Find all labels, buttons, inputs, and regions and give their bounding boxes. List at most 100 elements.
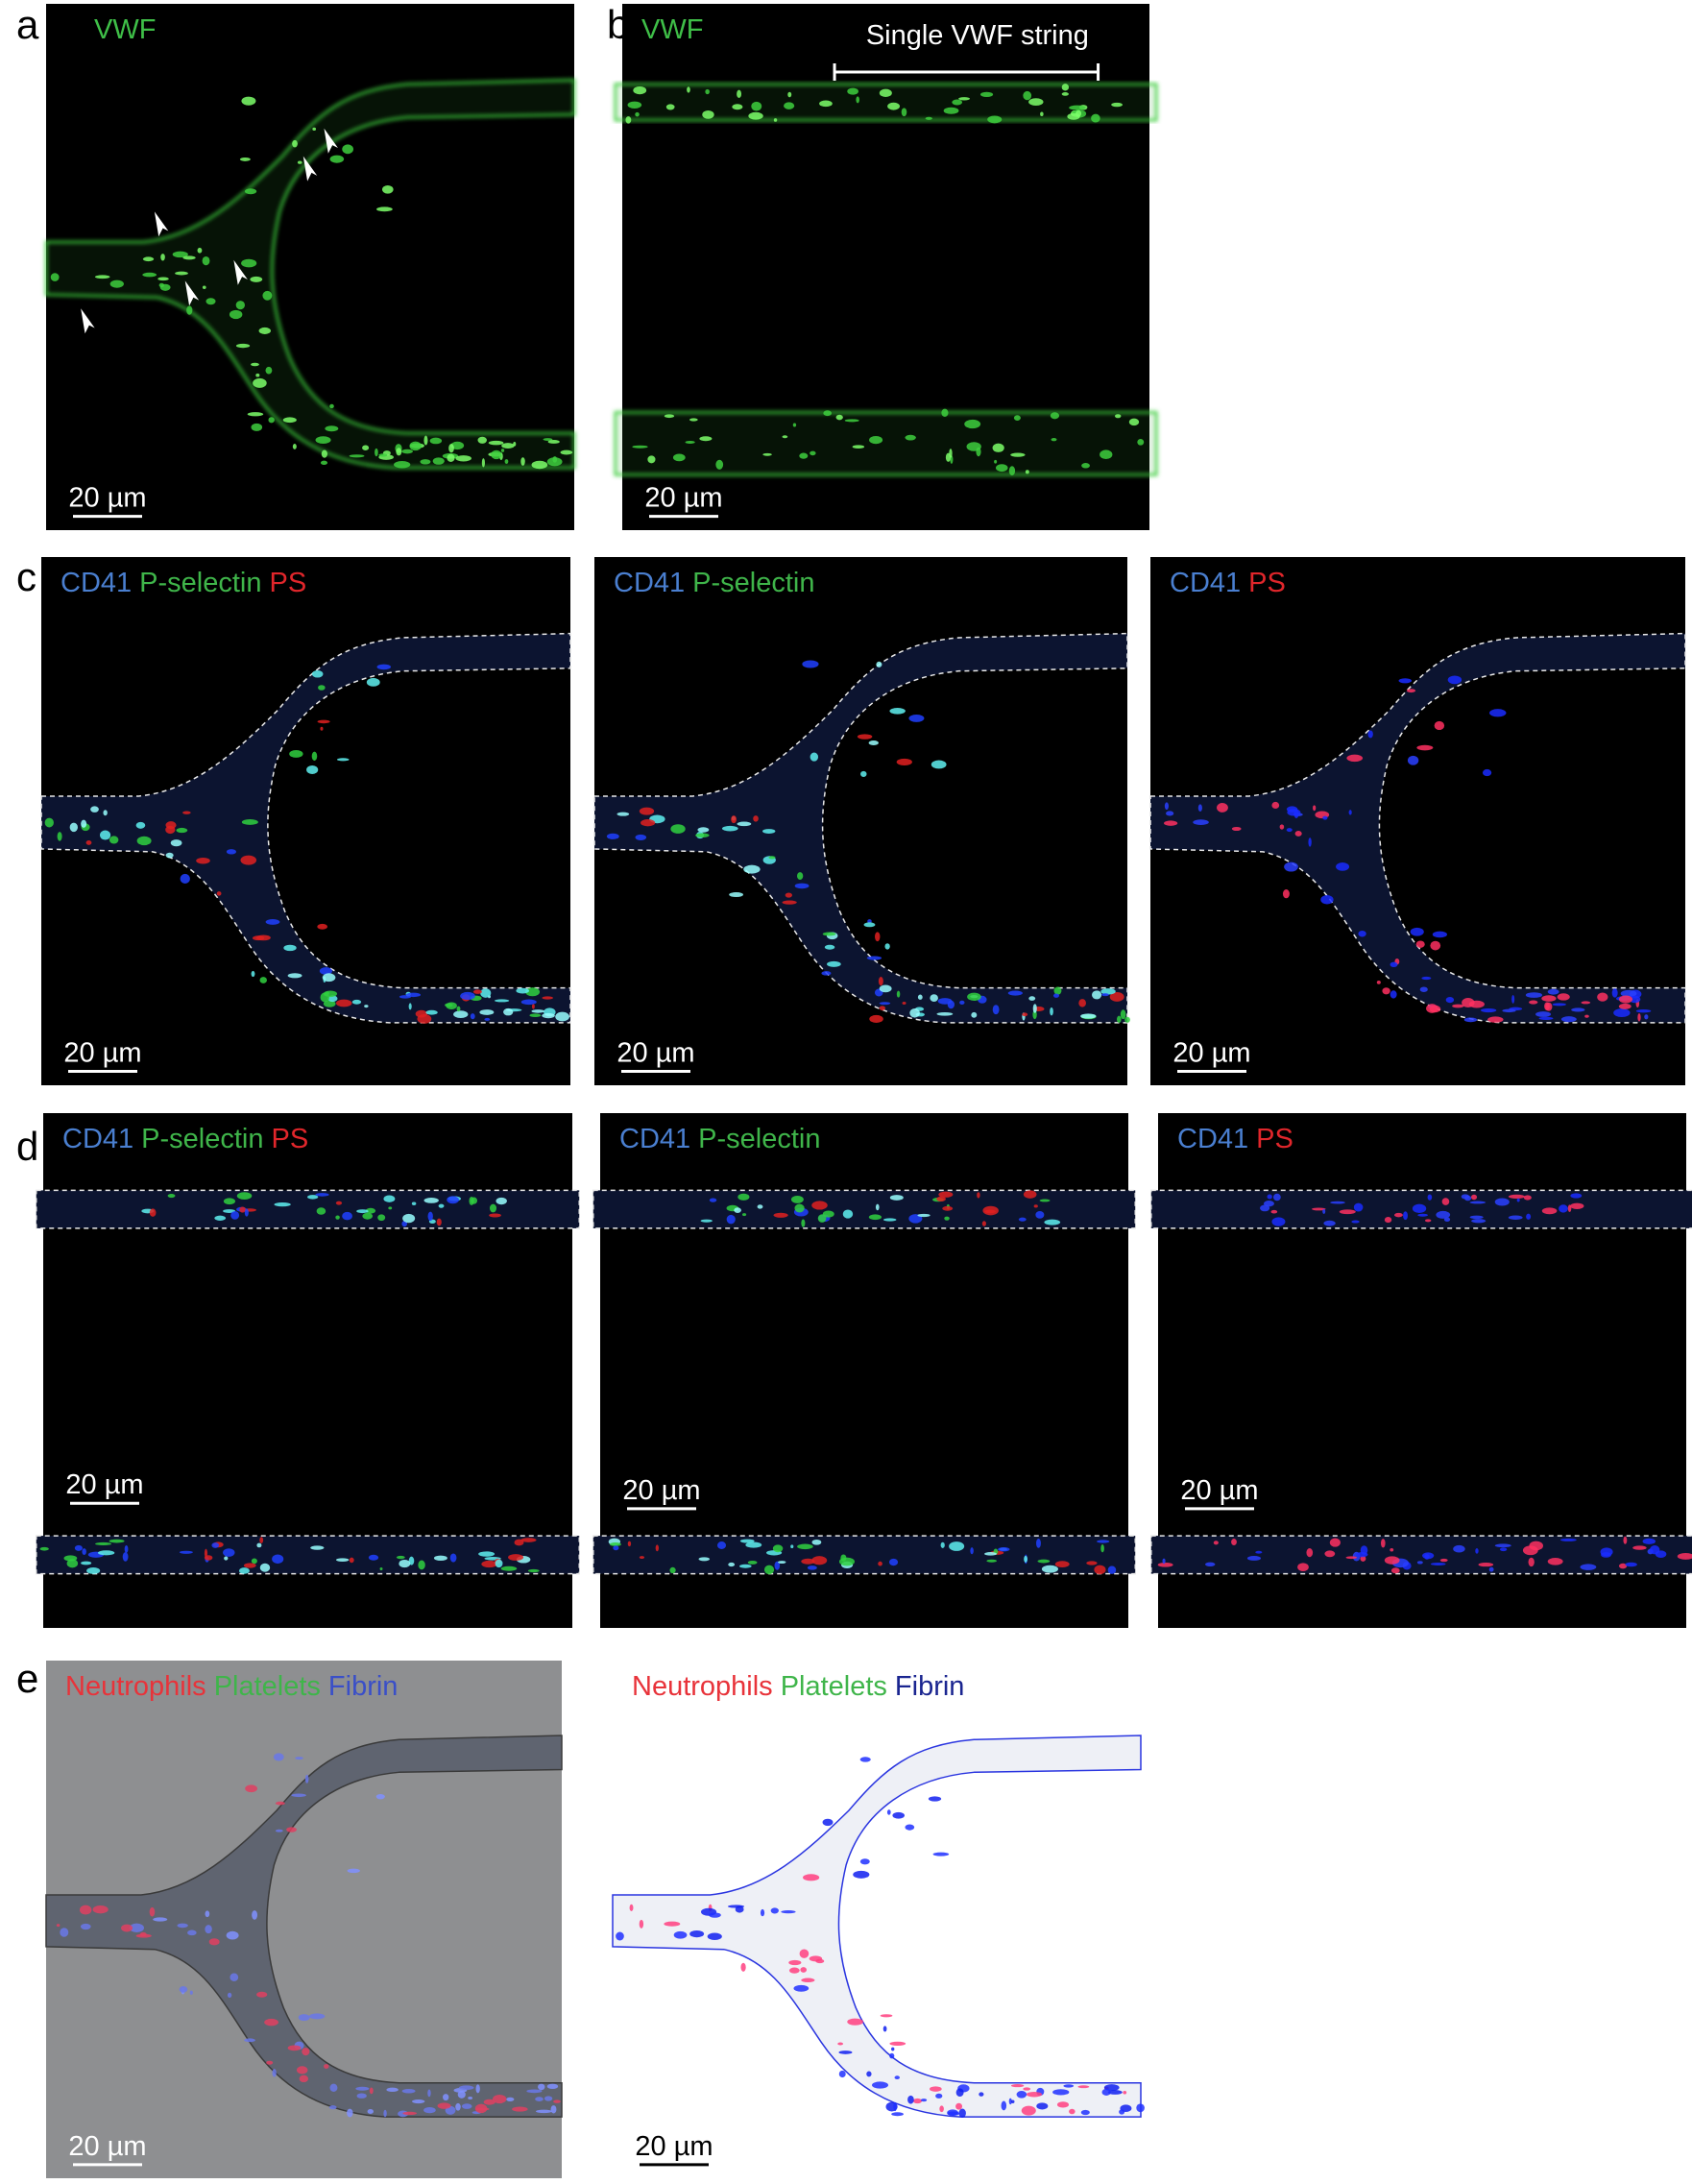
cell-signal	[1403, 1211, 1408, 1221]
cell-signal	[535, 2097, 544, 2101]
cell-signal	[697, 827, 710, 833]
cell-signal	[92, 1905, 109, 1914]
cell-signal	[253, 377, 267, 388]
cell-signal	[447, 1196, 459, 1204]
cell-signal	[1384, 1556, 1400, 1565]
cell-signal	[760, 1908, 765, 1917]
cell-signal	[186, 305, 193, 315]
cell-signal	[318, 685, 326, 691]
cell-signal	[782, 435, 788, 439]
cell-signal	[124, 1545, 129, 1553]
channel-label: CD41	[619, 1124, 690, 1154]
cell-signal	[889, 2041, 906, 2046]
cell-signal	[85, 840, 92, 845]
cell-signal	[955, 2102, 963, 2110]
cell-signal	[655, 1544, 660, 1552]
cell-signal	[979, 91, 994, 97]
cell-signal	[936, 1196, 946, 1202]
cell-signal	[262, 290, 273, 301]
cell-signal	[932, 1852, 950, 1856]
cell-signal	[1010, 452, 1026, 457]
cell-signal	[741, 1213, 747, 1217]
cell-signal	[367, 2109, 374, 2114]
panel-letter: d	[16, 1124, 38, 1169]
cell-signal	[702, 109, 714, 119]
cell-signal	[810, 752, 819, 762]
cell-signal	[1567, 1204, 1572, 1212]
cell-signal	[886, 1809, 891, 1815]
scale-bar-label: 20 µm	[644, 483, 722, 514]
cell-signal	[633, 85, 647, 95]
cell-signal	[852, 445, 865, 449]
vessel-outline	[41, 634, 570, 1023]
cell-signal	[310, 1545, 325, 1550]
cell-signal	[777, 1561, 786, 1564]
cell-signal	[797, 872, 804, 881]
cell-signal	[1559, 1538, 1577, 1541]
cell-signal	[386, 2087, 399, 2093]
cell-signal	[475, 2084, 480, 2094]
cell-signal	[731, 815, 737, 824]
cell-signal	[1100, 1543, 1104, 1553]
scale-bar-label: 20 µm	[68, 2131, 146, 2162]
vessel	[613, 1735, 1145, 2118]
cell-signal	[495, 1559, 503, 1568]
cell-signal	[315, 1193, 329, 1197]
cell-signal	[149, 1906, 156, 1917]
cell-signal	[687, 86, 690, 93]
cell-signal	[889, 707, 906, 715]
cell-signal	[479, 1009, 495, 1015]
cell-signal	[494, 999, 510, 1003]
vessel	[46, 1735, 562, 2117]
cell-signal	[1097, 1540, 1110, 1543]
cell-signal	[822, 1210, 834, 1218]
cell-signal	[427, 2089, 431, 2098]
cell-signal	[824, 944, 835, 950]
cell-signal	[335, 999, 352, 1007]
cell-signal	[527, 1568, 540, 1573]
cell-signal	[1541, 1207, 1558, 1215]
cell-signal	[1213, 1541, 1219, 1545]
cell-signal	[665, 104, 675, 110]
cell-signal	[1421, 976, 1432, 981]
cell-signal	[1107, 1565, 1117, 1574]
arrowhead	[184, 280, 200, 306]
channel-label: Neutrophils	[65, 1671, 206, 1702]
cell-signal	[781, 1910, 796, 1914]
cell-signal	[871, 2081, 889, 2089]
cell-signal	[287, 2045, 302, 2051]
cell-signal	[893, 2101, 897, 2112]
cell-signal	[1197, 804, 1202, 812]
cell-signal	[506, 2097, 515, 2101]
cell-signal	[942, 1205, 954, 1211]
cell-signal	[971, 1011, 978, 1018]
cell-signal	[259, 1563, 271, 1572]
cell-signal	[1623, 1536, 1628, 1544]
cell-signal	[550, 2105, 557, 2114]
cell-signal	[553, 2099, 561, 2103]
cell-signal	[817, 1214, 827, 1223]
cell-signal	[291, 1793, 306, 1798]
cell-signal	[197, 247, 203, 254]
cell-signal	[917, 1213, 931, 1218]
cell-signal	[721, 825, 738, 832]
cell-signal	[700, 1219, 713, 1223]
cell-signal	[1069, 105, 1086, 110]
cell-signal	[935, 2093, 943, 2099]
cell-signal	[1677, 1552, 1692, 1560]
cell-signal	[856, 96, 859, 104]
cell-signal	[1469, 1201, 1487, 1204]
cell-signal	[986, 1559, 998, 1563]
cell-signal	[311, 751, 318, 762]
cell-signal	[853, 1870, 870, 1879]
cell-signal	[98, 1550, 115, 1556]
cell-signal	[1272, 1193, 1281, 1201]
cell-signal	[635, 111, 640, 117]
cell-signal	[274, 1202, 291, 1207]
cell-signal	[1390, 990, 1397, 999]
channel-label: PS	[271, 1124, 308, 1154]
micrograph: CD41 P-selectin 20 µm	[593, 1113, 1135, 1628]
cell-signal	[1056, 2101, 1070, 2108]
cell-signal	[204, 1548, 208, 1559]
channel-labels: CD41 PS	[1170, 568, 1286, 598]
